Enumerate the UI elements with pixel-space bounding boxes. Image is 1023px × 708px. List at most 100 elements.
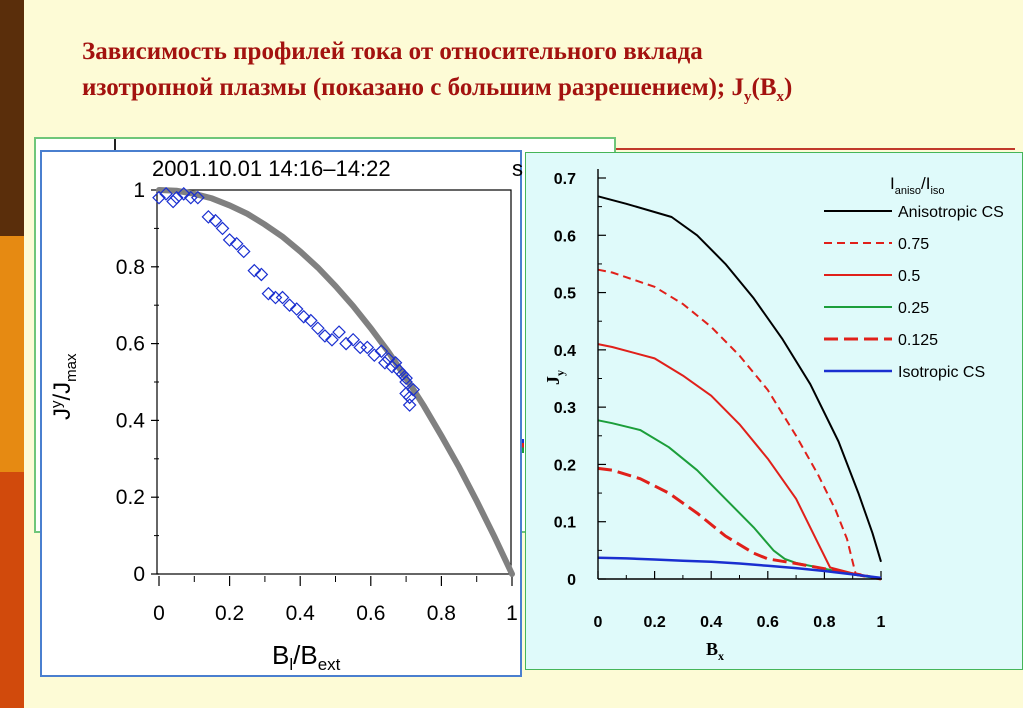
legend-label: 0.125	[898, 332, 938, 349]
right-ytick-label: 0.5	[554, 286, 576, 303]
right-xtick-label: 1	[877, 614, 886, 631]
title-text: (B	[751, 74, 777, 101]
right-series-group	[597, 195, 882, 581]
left-xlabel-mid: /B	[293, 640, 318, 670]
legend-label: 0.75	[898, 236, 929, 253]
left-data-point	[346, 332, 360, 347]
legend-title-sub2: iso	[930, 185, 944, 197]
left-data-point	[318, 329, 332, 343]
left-data-point	[325, 332, 339, 347]
left-ytick-label: 0.6	[116, 333, 145, 356]
left-data-point	[402, 398, 417, 412]
left-data-point	[374, 344, 389, 359]
legend-label: Isotropic CS	[898, 364, 985, 381]
left-xtick-label: 0.4	[286, 602, 316, 625]
left-data-point	[247, 263, 262, 278]
legend-label: 0.5	[898, 268, 920, 285]
title-underline	[600, 148, 1015, 150]
right-xtick-label: 0.8	[813, 614, 835, 631]
left-data-point	[229, 236, 244, 251]
left-ytick-label: 0.8	[116, 256, 145, 279]
left-points-group	[152, 186, 421, 412]
left-xlabel-sub1: l	[289, 655, 293, 674]
left-ylabel-main: J	[49, 408, 76, 420]
left-chart-title: 2001.10.01 14:16–14:22	[152, 156, 391, 181]
left-ylabel: Jy/Jmax	[48, 353, 80, 420]
title-subscript: x	[776, 89, 785, 105]
left-xlabel-main: B	[272, 640, 289, 670]
left-xtick-label: 1	[506, 602, 518, 625]
right-xlabel-sub: x	[718, 649, 724, 663]
slide-title-line1: Зависимость профилей тока от относительн…	[82, 38, 703, 65]
right-chart-panel: 0 0.1 0.2 0.3 0.4 0.5 0.6 0.7 0 0.2 0.4 0.6 0.8 1 Bx …	[525, 152, 1023, 670]
left-ylabel-sup: y	[48, 400, 65, 408]
right-series-line	[597, 343, 882, 580]
left-chart-svg: 0 0.2 0.4 0.6 0.8 1 0 0.2 0.4 0.6 0.8 1 2001.10.01 …	[48, 156, 523, 674]
left-ytick-label: 0	[133, 563, 145, 586]
slide-title: Зависимость профилей тока от относительн…	[82, 34, 1002, 115]
right-ytick-label: 0.7	[554, 171, 576, 188]
slide-title-line2: изотропной плазмы (показано с большим ра…	[82, 70, 1002, 115]
left-data-point	[268, 290, 283, 305]
right-ytick-label: 0	[567, 572, 576, 589]
right-xlabel: Bx	[706, 639, 724, 663]
right-series-line	[597, 268, 882, 580]
left-data-point	[215, 221, 230, 236]
left-xlabel-sub2: ext	[318, 655, 341, 674]
left-xtick-label: 0	[153, 602, 165, 625]
left-chart-title-clipped: s	[512, 156, 523, 181]
left-ytick-label: 1	[133, 179, 145, 202]
sidebar-band-orange	[0, 236, 24, 472]
legend-title-mid: /I	[921, 174, 930, 193]
left-data-point	[332, 325, 346, 339]
left-ylabel-sub: max	[63, 353, 80, 382]
background-figure-stub	[520, 439, 524, 453]
right-xtick-label: 0.2	[643, 614, 665, 631]
right-ytick-label: 0.1	[554, 515, 576, 532]
left-data-point	[222, 233, 237, 247]
left-ytick-label: 0.2	[116, 486, 145, 509]
legend-title-main: I	[890, 174, 895, 193]
right-axes: 0 0.1 0.2 0.3 0.4 0.5 0.6 0.7 0 0.2 0.4 0.6 0.8 1	[554, 171, 886, 631]
left-data-point	[190, 190, 205, 205]
left-data-point	[406, 382, 421, 397]
right-ytick-label: 0.2	[554, 457, 576, 474]
left-data-point	[261, 286, 276, 301]
right-ytick-label: 0.6	[554, 228, 576, 245]
left-ylabel-rest: /J	[49, 382, 76, 401]
left-data-point	[360, 340, 375, 355]
right-xlabel-main: B	[706, 639, 718, 659]
left-data-point	[169, 190, 184, 205]
title-text: )	[784, 74, 793, 101]
left-data-point	[275, 290, 290, 305]
right-series-line	[597, 556, 882, 580]
left-data-point	[399, 371, 413, 386]
left-xtick-label: 0.2	[215, 602, 244, 625]
left-plot-frame	[156, 189, 512, 575]
legend-label: 0.25	[898, 300, 929, 317]
right-chart-svg: 00.10.20.30.40.50.60.70 0.2 0.4 0.6 0.8 1 Bx …	[543, 169, 1004, 663]
left-model-curve	[156, 187, 515, 577]
title-text: изотропной плазмы (показано с большим ра…	[82, 74, 745, 101]
left-data-point	[378, 355, 392, 370]
legend-label: Anisotropic CS	[898, 204, 1004, 221]
left-xtick-label: 0.8	[427, 602, 456, 625]
right-series-line	[597, 195, 882, 563]
right-ylabel: Jy	[543, 370, 567, 385]
left-axes: 0 0.2 0.4 0.6 0.8 1 0 0.2 0.4 0.6 0.8 1	[116, 179, 518, 625]
left-data-point	[353, 340, 368, 355]
right-ytick-label: 0.3	[554, 400, 576, 417]
right-ytick-label: 0.4	[554, 343, 576, 360]
right-ylabel-main: J	[543, 376, 563, 385]
left-ytick-label: 0.4	[116, 409, 146, 432]
sidebar-band-red	[0, 472, 24, 708]
left-chart-panel: 0 0.2 0.4 0.6 0.8 1 0 0.2 0.4 0.6 0.8 1 2001.10.01 …	[40, 150, 523, 677]
left-data-point	[303, 313, 318, 328]
left-data-point	[159, 186, 173, 201]
legend-title-sub1: aniso	[895, 185, 921, 197]
sidebar-band-dark	[0, 0, 24, 236]
left-data-point	[367, 348, 382, 362]
left-data-point	[201, 210, 216, 224]
right-legend-title: Ianiso/Iiso	[890, 174, 945, 197]
left-data-point	[311, 321, 325, 336]
